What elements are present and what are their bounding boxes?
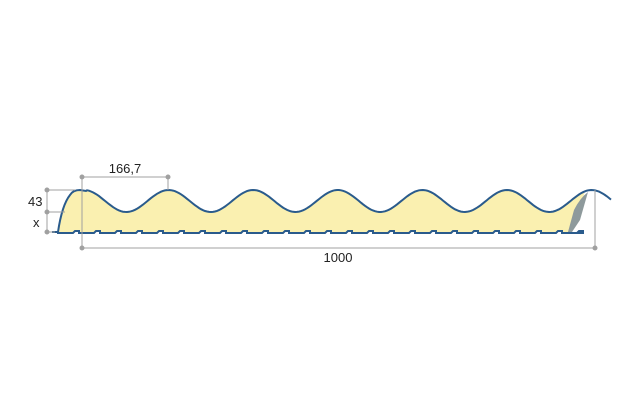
top-steel-sheet <box>57 188 612 233</box>
foam-core <box>58 190 585 232</box>
height-dimension-label: 43 <box>28 194 42 209</box>
thickness-dimension-label: x <box>33 215 40 230</box>
panel-side-edge <box>568 192 588 232</box>
dimension-lines <box>44 174 598 251</box>
pitch-dimension-label: 166,7 <box>109 161 142 176</box>
bottom-steel-sheet <box>52 230 584 234</box>
width-dimension-label: 1000 <box>324 250 353 265</box>
